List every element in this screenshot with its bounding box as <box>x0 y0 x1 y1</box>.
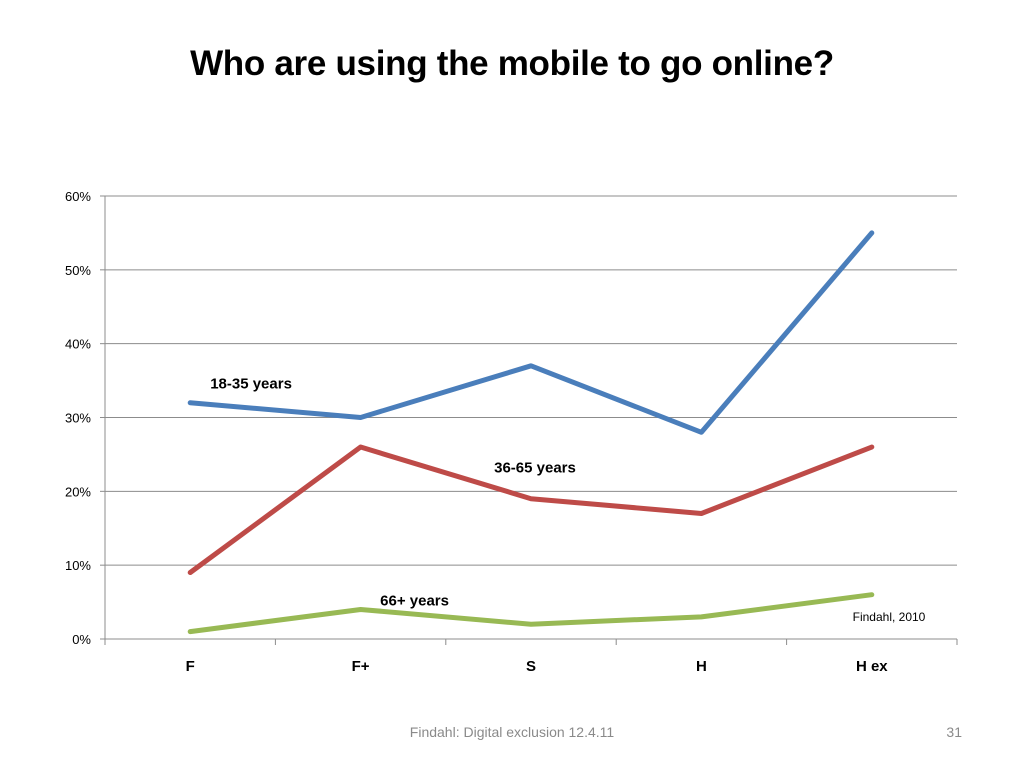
footer-text: Findahl: Digital exclusion 12.4.11 <box>409 724 615 740</box>
x-tick-label: H ex <box>856 658 888 675</box>
y-tick-label: 0% <box>72 632 91 647</box>
series-line <box>187 444 875 576</box>
y-tick-label: 10% <box>65 558 91 573</box>
y-tick-label: 40% <box>65 337 91 352</box>
y-tick-label: 30% <box>65 411 91 426</box>
x-tick-label: S <box>526 658 536 675</box>
y-tick-label: 20% <box>65 484 91 499</box>
series-lines <box>187 230 875 635</box>
y-tick-label: 50% <box>65 263 91 278</box>
x-tick-labels: F F+ S H H ex <box>186 658 889 675</box>
source-note: Findahl, 2010 <box>853 610 926 624</box>
axes <box>100 195 958 645</box>
series-line <box>187 592 875 635</box>
x-tick-label: H <box>696 658 707 675</box>
y-tick-labels: 0% 10% 20% 30% 40% 50% 60% <box>65 189 91 647</box>
x-tick-label: F <box>186 658 195 675</box>
series-label: 36-65 years <box>494 460 576 477</box>
series-labels: 18-35 years 36-65 years 66+ years <box>210 376 576 610</box>
series-label: 66+ years <box>380 592 449 609</box>
y-tick-label: 60% <box>65 189 91 204</box>
page-number: 31 <box>946 724 962 740</box>
x-tick-label: F+ <box>352 658 370 675</box>
gridlines <box>105 195 957 566</box>
series-line <box>187 230 875 435</box>
slide-title: Who are using the mobile to go online? <box>190 44 834 83</box>
series-label: 18-35 years <box>210 376 292 393</box>
